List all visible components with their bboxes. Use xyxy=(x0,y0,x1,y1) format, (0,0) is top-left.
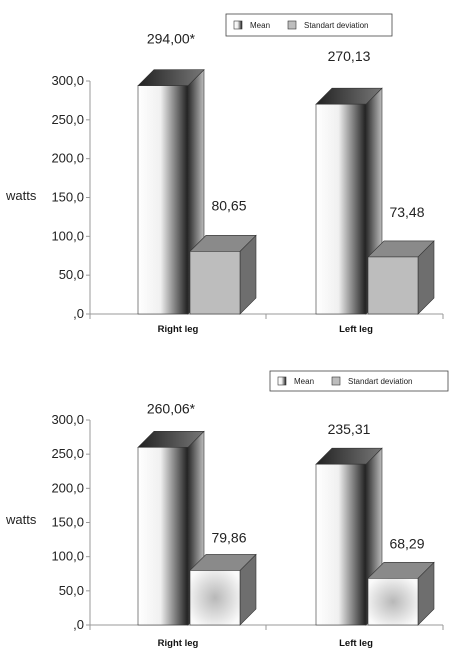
sd-bar xyxy=(189,570,241,626)
legend-label-mean: Mean xyxy=(250,21,270,30)
legend-swatch-sd xyxy=(331,376,341,386)
mean-value-label: 235,31 xyxy=(328,421,371,437)
y-tick-label: 100,0 xyxy=(51,549,84,564)
y-tick-label: 300,0 xyxy=(51,412,84,427)
legend-swatch-sd xyxy=(287,20,297,30)
category-label: Right leg xyxy=(158,638,199,649)
y-tick-label: 150,0 xyxy=(51,515,84,530)
sd-bar xyxy=(189,251,241,315)
y-tick-label: ,0 xyxy=(73,617,84,632)
legend-label-mean: Mean xyxy=(294,377,314,386)
category-label: Right leg xyxy=(158,324,199,335)
mean-bar xyxy=(137,85,189,315)
legend-swatch-mean xyxy=(233,20,243,30)
y-axis-label: watts xyxy=(5,188,37,203)
mean-bar xyxy=(137,446,189,626)
y-tick-label: ,0 xyxy=(73,306,84,321)
legend: Mean Standart deviation xyxy=(269,370,449,392)
y-tick-label: 250,0 xyxy=(51,112,84,127)
legend-label-sd: Standart deviation xyxy=(348,377,413,386)
category-label: Left leg xyxy=(339,324,373,335)
y-tick-label: 50,0 xyxy=(59,267,84,282)
legend-swatch-mean xyxy=(277,376,287,386)
y-tick-label: 200,0 xyxy=(51,480,84,495)
y-tick-label: 250,0 xyxy=(51,446,84,461)
y-tick-label: 100,0 xyxy=(51,228,84,243)
chart-top: ,0 50,0 100,0 150,0 200,0 250,0 300,0 watts 294,… xyxy=(5,13,444,335)
y-tick-label: 200,0 xyxy=(51,151,84,166)
sd-bar xyxy=(367,256,419,315)
sd-value-label: 73,48 xyxy=(389,204,424,220)
sd-bar xyxy=(367,578,419,626)
sd-value-label: 79,86 xyxy=(211,529,246,545)
sd-value-label: 80,65 xyxy=(211,197,246,213)
legend-label-sd: Standart deviation xyxy=(304,21,369,30)
legend-box xyxy=(269,370,449,392)
legend: Mean Standart deviation xyxy=(225,13,393,37)
mean-value-label: 270,13 xyxy=(328,48,371,64)
legend-box xyxy=(225,13,393,37)
mean-value-label: 260,06* xyxy=(147,400,196,416)
category-label: Left leg xyxy=(339,638,373,649)
sd-value-label: 68,29 xyxy=(389,535,424,551)
y-axis-label: watts xyxy=(5,512,37,527)
y-tick-label: 150,0 xyxy=(51,190,84,205)
mean-value-label: 294,00* xyxy=(147,31,196,47)
mean-bar xyxy=(315,463,367,626)
y-tick-label: 300,0 xyxy=(51,73,84,88)
mean-bar xyxy=(315,103,367,315)
chart-bottom: ,0 50,0 100,0 150,0 200,0 250,0 300,0 watts 260,… xyxy=(5,370,449,649)
y-tick-label: 50,0 xyxy=(59,583,84,598)
